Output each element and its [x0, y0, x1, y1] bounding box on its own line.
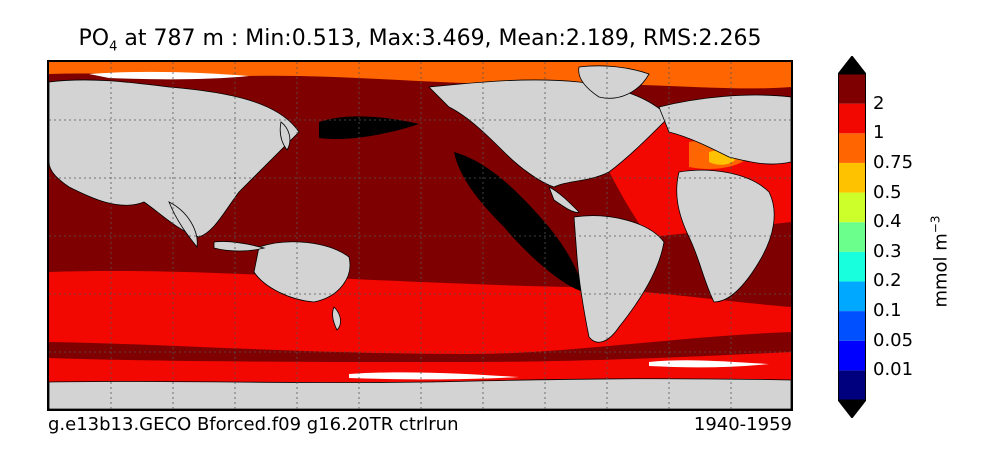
colorbar-segment	[838, 74, 866, 104]
colorbar-units: mmol m−3	[929, 212, 952, 312]
years-label: 1940-1959	[693, 414, 792, 435]
colorbar-tick-label: 1	[873, 122, 885, 144]
units-label: mmol m	[930, 233, 952, 308]
ocean-map	[47, 60, 793, 411]
colorbar	[838, 56, 866, 418]
colorbar-tick-label: 0.01	[873, 359, 914, 381]
colorbar-segment	[838, 162, 866, 193]
colorbar-segment	[838, 192, 866, 223]
colorbar-segment	[838, 133, 866, 163]
colorbar-segment	[838, 222, 866, 252]
ocean-region-north-pacific-black	[319, 116, 419, 140]
map-title: PO4 at 787 m : Min:0.513, Max:3.469, Mea…	[0, 26, 840, 54]
run-name: g.e13b13.GECO Bforced.f09 g16.20TR ctrlr…	[48, 414, 459, 435]
colorbar-tick-label: 0.3	[873, 240, 902, 262]
title-variable-subscript: 4	[109, 39, 118, 55]
ice-regions	[89, 71, 769, 380]
colorbar-tick-label: 0.1	[873, 300, 902, 322]
ocean-region-east-pacific-black	[454, 152, 584, 292]
colorbar-segment	[838, 103, 866, 134]
colorbar-tick-label: 2	[873, 92, 885, 114]
colorbar-tick-label: 0.75	[873, 151, 914, 173]
colorbar-overflow-bottom	[838, 399, 866, 418]
colorbar-segment	[838, 281, 866, 312]
colorbar-tick-label: 0.5	[873, 181, 902, 203]
colorbar-tick-label: 0.4	[873, 211, 902, 233]
colorbar-segment	[838, 340, 866, 371]
colorbar-tick-label: 0.05	[873, 329, 914, 351]
colorbar-segment	[838, 251, 866, 282]
ocean-region-circumpolar-band	[49, 332, 791, 362]
colorbar-frame	[838, 73, 866, 401]
colorbar-overflow-top	[838, 56, 866, 75]
colorbar-tick-label: 0.2	[873, 270, 902, 292]
colorbar-segment	[838, 370, 866, 400]
land-masses	[49, 65, 791, 409]
title-variable: PO	[78, 26, 110, 51]
title-stats: at 787 m : Min:0.513, Max:3.469, Mean:2.…	[117, 26, 762, 51]
colorbar-segment	[838, 311, 866, 341]
gridlines	[49, 62, 791, 409]
units-exponent: −3	[928, 215, 943, 234]
